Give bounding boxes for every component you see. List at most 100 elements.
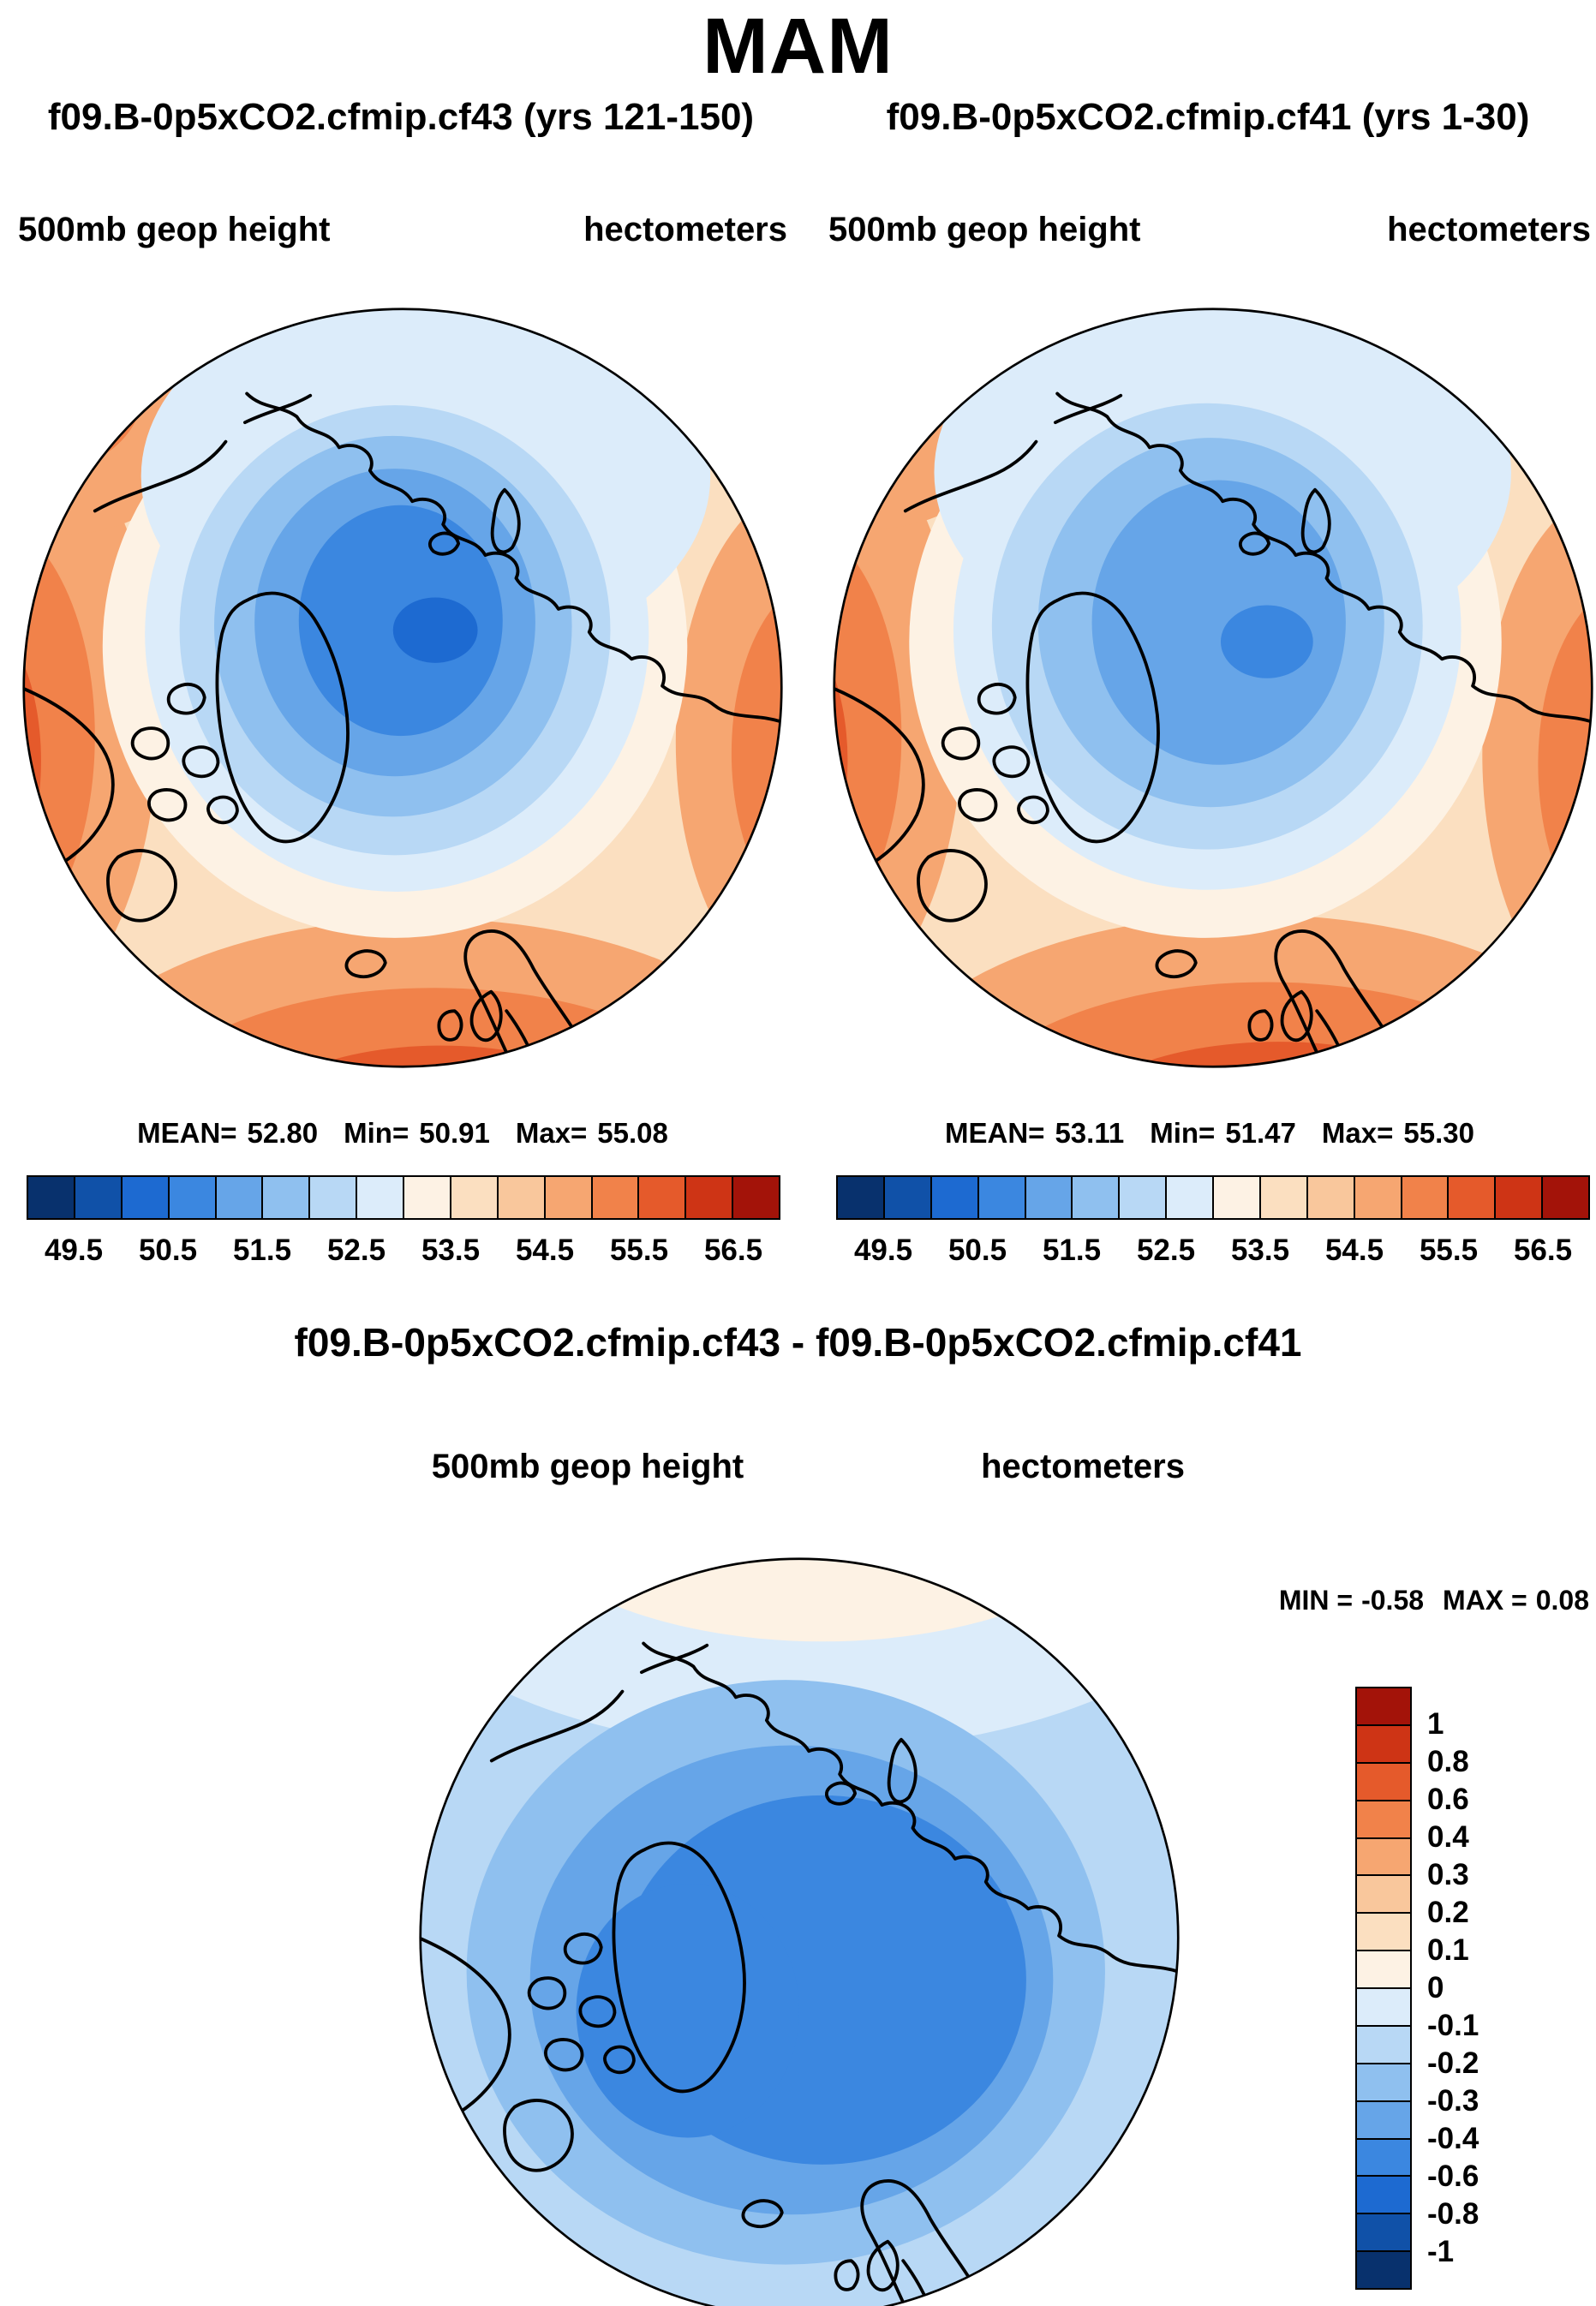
mean-value: 52.80 — [247, 1117, 319, 1149]
diff-colorbar-tick-label: 0.2 — [1427, 1896, 1469, 1929]
max-label: Max= — [515, 1117, 588, 1149]
colorbar-tick-label: 49.5 — [853, 1234, 913, 1267]
colorbar-cell — [1214, 1177, 1261, 1218]
field-label: 500mb geop height — [828, 211, 1141, 248]
diff-colorbar-cell — [1357, 1688, 1410, 1726]
diff-colorbar-tick-label: 0.8 — [1427, 1745, 1469, 1778]
diff-minmax-line: MIN = -0.58 MAX = 0.08 — [1279, 1585, 1589, 1616]
colorbar-cell — [1543, 1177, 1588, 1218]
diff-colorbar-tick-label: -1 — [1427, 2235, 1455, 2268]
colorbar-cell — [122, 1177, 170, 1218]
diff-colorbar-cell — [1357, 1876, 1410, 1915]
colorbar-cell — [884, 1177, 932, 1218]
min-value: 50.91 — [419, 1117, 490, 1149]
colorbar-ticks-cf41: 49.5 50.5 51.5 52.5 53.5 54.5 55.5 56.5 — [836, 1234, 1590, 1271]
colorbar-cell — [310, 1177, 358, 1218]
colorbar-tick-label: 54.5 — [515, 1234, 575, 1267]
colorbar-cell — [978, 1177, 1026, 1218]
diff-colorbar-tick-label: -0.6 — [1427, 2160, 1479, 2193]
max-value: 55.08 — [597, 1117, 668, 1149]
colorbar-cell — [931, 1177, 979, 1218]
diff-colorbar-tick-label: -0.3 — [1427, 2084, 1479, 2118]
colorbar-tick-label: 55.5 — [609, 1234, 669, 1267]
colorbar-cell — [733, 1177, 779, 1218]
colorbar-tick-label: 50.5 — [138, 1234, 198, 1267]
diff-colorbar-cell — [1357, 2214, 1410, 2253]
diff-colorbar-tick-label: 0.4 — [1427, 1820, 1469, 1854]
colorbar-cell — [1354, 1177, 1402, 1218]
colorbar-cell — [1449, 1177, 1497, 1218]
colorbar-tick-label: 56.5 — [703, 1234, 763, 1267]
panel2-label-row: 500mb geop height hectometers — [828, 211, 1591, 249]
subtitle-cf43: f09.B-0p5xCO2.cfmip.cf43 (yrs 121-150) — [47, 96, 755, 138]
colorbar-cell — [1496, 1177, 1544, 1218]
diff-colorbar-tick-label: -0.2 — [1427, 2046, 1479, 2080]
colorbar-tick-label: 53.5 — [421, 1234, 481, 1267]
colorbar-cell — [75, 1177, 123, 1218]
colorbar-cell — [1073, 1177, 1121, 1218]
colorbar-tick-label: 55.5 — [1419, 1234, 1479, 1267]
diff-colorbar — [1355, 1687, 1412, 2290]
diff-colorbar-ticks: 1 0.8 0.6 0.4 0.3 0.2 0.1 0 -0.1 -0.2 -0.3 -0.4 -0.6… — [1427, 1687, 1564, 2290]
colorbar-cell — [838, 1177, 885, 1218]
diff-colorbar-cell — [1357, 1914, 1410, 1952]
max-label: MAX = — [1443, 1585, 1527, 1616]
colorbar-ticks-cf43: 49.5 50.5 51.5 52.5 53.5 54.5 55.5 56.5 — [27, 1234, 780, 1271]
min-value: -0.58 — [1361, 1585, 1425, 1616]
diff-colorbar-tick-label: -0.8 — [1427, 2197, 1479, 2231]
map-diff-contour-fills — [420, 1558, 1179, 2306]
mean-label: MEAN= — [945, 1117, 1045, 1149]
colorbar-cell — [1307, 1177, 1355, 1218]
diff-colorbar-tick-label: 0.3 — [1427, 1858, 1469, 1891]
units-label: hectometers — [1387, 211, 1591, 248]
mean-label: MEAN= — [137, 1117, 237, 1149]
colorbar-tick-label: 52.5 — [1136, 1234, 1196, 1267]
field-label: 500mb geop height — [18, 211, 331, 248]
colorbar-cell — [545, 1177, 593, 1218]
diff-title: f09.B-0p5xCO2.cfmip.cf43 - f09.B-0p5xCO2… — [294, 1320, 1302, 1365]
diff-colorbar-cell — [1357, 1838, 1410, 1877]
diff-colorbar-tick-label: -0.4 — [1427, 2122, 1479, 2155]
diff-colorbar-tick-label: 1 — [1427, 1707, 1444, 1741]
colorbar-cell — [1025, 1177, 1073, 1218]
panel1-label-row: 500mb geop height hectometers — [18, 211, 787, 249]
colorbar-cell — [686, 1177, 734, 1218]
max-label: Max= — [1321, 1117, 1394, 1149]
page-title: MAM — [702, 3, 894, 90]
colorbar-tick-label: 52.5 — [326, 1234, 386, 1267]
colorbar-cell — [451, 1177, 499, 1218]
colorbar-cell — [1120, 1177, 1168, 1218]
diff-colorbar-cell — [1357, 2252, 1410, 2288]
diff-colorbar-cell — [1357, 2139, 1410, 2178]
colorbar-cf43 — [27, 1175, 780, 1220]
map-cf41 — [833, 308, 1593, 1068]
colorbar-cell — [498, 1177, 546, 1218]
diff-colorbar-cell — [1357, 1951, 1410, 1989]
max-value: 0.08 — [1535, 1585, 1589, 1616]
diff-units-label: hectometers — [981, 1448, 1185, 1485]
map-diff — [419, 1557, 1180, 2306]
diff-colorbar-cell — [1357, 2101, 1410, 2140]
diff-colorbar-cell — [1357, 2026, 1410, 2064]
units-label: hectometers — [583, 211, 787, 248]
min-value: 51.47 — [1225, 1117, 1296, 1149]
diff-colorbar-cell — [1357, 2064, 1410, 2102]
mean-value: 53.11 — [1055, 1117, 1125, 1149]
min-label: MIN = — [1278, 1585, 1354, 1616]
diff-colorbar-tick-label: 0 — [1427, 1971, 1444, 2004]
max-value: 55.30 — [1403, 1117, 1474, 1149]
colorbar-cell — [404, 1177, 451, 1218]
colorbar-tick-label: 54.5 — [1324, 1234, 1384, 1267]
diff-field-label: 500mb geop height — [431, 1448, 744, 1485]
diff-colorbar-cell — [1357, 1801, 1410, 1839]
diff-colorbar-tick-label: 0.1 — [1427, 1933, 1469, 1967]
diff-colorbar-cell — [1357, 2177, 1410, 2215]
colorbar-tick-label: 49.5 — [44, 1234, 104, 1267]
colorbar-tick-label: 56.5 — [1513, 1234, 1573, 1267]
colorbar-tick-label: 51.5 — [232, 1234, 292, 1267]
stats-line-cf41: MEAN= 53.11 Min= 51.47 Max= 55.30 — [828, 1117, 1591, 1150]
diff-colorbar-cell — [1357, 1763, 1410, 1801]
colorbar-cell — [357, 1177, 404, 1218]
min-label: Min= — [1150, 1117, 1216, 1149]
